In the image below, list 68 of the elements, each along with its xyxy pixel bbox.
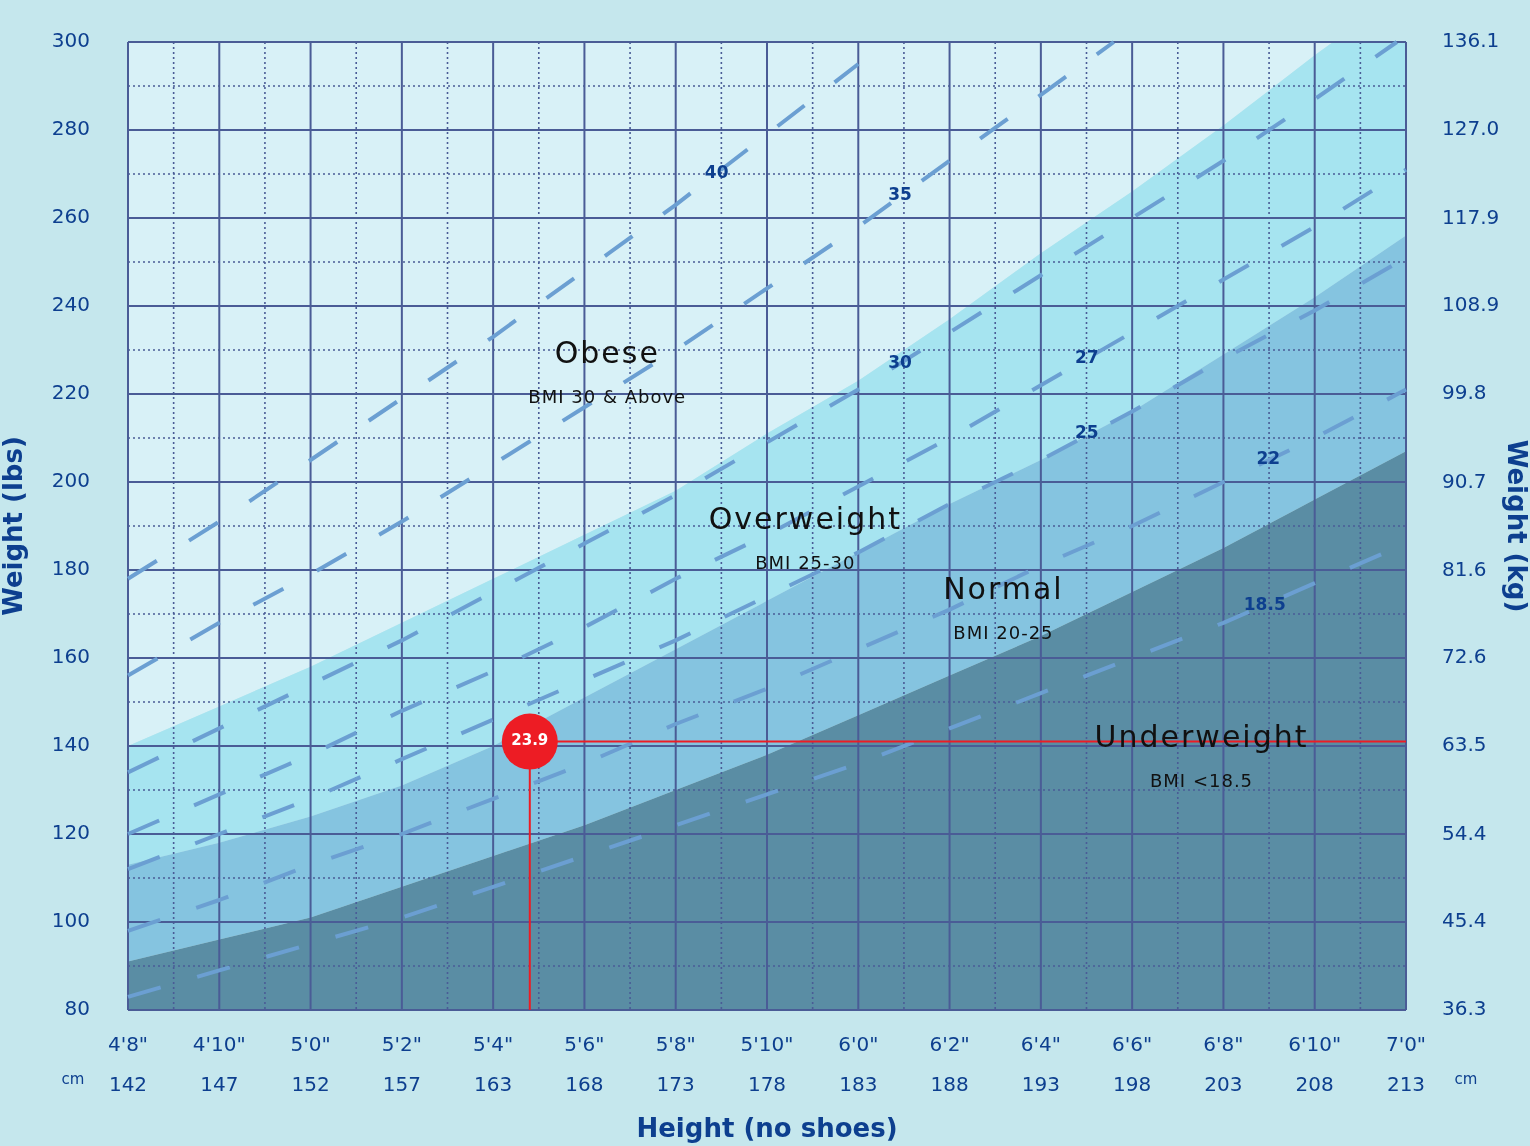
x-tick-label: 188 xyxy=(930,1072,969,1097)
annotation: 30 xyxy=(888,351,912,372)
y-tick-label: 140 xyxy=(51,732,90,757)
x-tick-label: 147 xyxy=(200,1072,239,1097)
x-tick-label: 163 xyxy=(474,1072,513,1097)
text: 6'4" xyxy=(1020,1032,1061,1057)
x-tick-label: 203 xyxy=(1204,1072,1243,1097)
y-axis-title: Weight (lbs) xyxy=(0,436,29,616)
y2-tick-label: 136.1 xyxy=(1442,28,1500,53)
y-tick-label: 300 xyxy=(51,28,90,53)
x-tick-label: 152 xyxy=(291,1072,330,1097)
x-tick-label: 142 xyxy=(108,1072,148,1097)
text: 5'10" xyxy=(740,1032,794,1057)
x-tick-label: 208 xyxy=(1295,1072,1334,1097)
y2-tick-label: 99.8 xyxy=(1442,380,1487,405)
y-tick-label: 180 xyxy=(51,556,90,581)
text: 6'10" xyxy=(1288,1032,1342,1057)
y2-tick-label: 63.5 xyxy=(1442,732,1487,757)
text: 6'6" xyxy=(1112,1032,1153,1057)
text: 7'0" xyxy=(1385,1032,1427,1057)
y2-tick-label: 127.0 xyxy=(1442,116,1500,141)
y-tick-label: 200 xyxy=(51,468,90,493)
y2-tick-label: 36.3 xyxy=(1442,996,1487,1021)
y-tick-label: 220 xyxy=(51,380,90,405)
text: 4'8" xyxy=(107,1032,149,1057)
text: 5'2" xyxy=(381,1032,422,1057)
text: 5'8" xyxy=(655,1032,696,1057)
x-tick-label: 157 xyxy=(382,1072,421,1097)
y-tick-label: 280 xyxy=(51,116,90,141)
annotation: 25 xyxy=(1075,422,1099,443)
y-tick-label: 100 xyxy=(51,908,90,933)
y2-tick-label: 81.6 xyxy=(1442,556,1487,581)
y2-tick-label: 117.9 xyxy=(1442,204,1500,229)
series-label: 23.9 xyxy=(511,731,549,750)
annotation: 35 xyxy=(888,184,912,205)
text: 5'0" xyxy=(290,1032,331,1057)
y2-tick-label: 54.4 xyxy=(1442,820,1487,845)
y-tick-label: 120 xyxy=(51,820,90,845)
text: 6'0" xyxy=(838,1032,879,1057)
text: cm xyxy=(1454,1069,1478,1088)
y2-axis-title: Weight (kg) xyxy=(1501,439,1530,613)
y2-tick-label: 72.6 xyxy=(1442,644,1487,669)
text: 5'4" xyxy=(473,1032,514,1057)
y2-tick-label: 45.4 xyxy=(1442,907,1487,932)
annotation: 27 xyxy=(1075,347,1099,368)
text: 6'8" xyxy=(1203,1032,1244,1057)
text: cm xyxy=(61,1069,85,1088)
text: 6'2" xyxy=(929,1032,970,1057)
x-tick-label: 173 xyxy=(656,1072,695,1097)
series-label: Normal BMI 20-25 xyxy=(943,571,1064,643)
x-tick-label: 198 xyxy=(1113,1072,1152,1097)
text: 5'6" xyxy=(564,1032,605,1057)
annotation: 40 xyxy=(704,162,729,183)
x-tick-label: 183 xyxy=(839,1072,878,1097)
annotation: 22 xyxy=(1256,448,1281,469)
y2-tick-label: 108.9 xyxy=(1442,292,1500,317)
y-tick-label: 240 xyxy=(51,292,90,317)
text: 4'10" xyxy=(192,1032,246,1057)
x-tick-label: 168 xyxy=(565,1072,604,1097)
x-tick-label: 178 xyxy=(747,1072,787,1097)
y-tick-label: 80 xyxy=(64,996,90,1021)
y-tick-label: 260 xyxy=(51,204,90,229)
y-tick-label: 160 xyxy=(51,644,90,669)
x-axis-title: Height (no shoes) xyxy=(636,1113,898,1144)
annotation: 18.5 xyxy=(1243,593,1286,614)
y2-tick-label: 90.7 xyxy=(1442,468,1487,493)
x-tick-label: 213 xyxy=(1386,1072,1426,1097)
x-tick-label: 193 xyxy=(1021,1072,1060,1097)
